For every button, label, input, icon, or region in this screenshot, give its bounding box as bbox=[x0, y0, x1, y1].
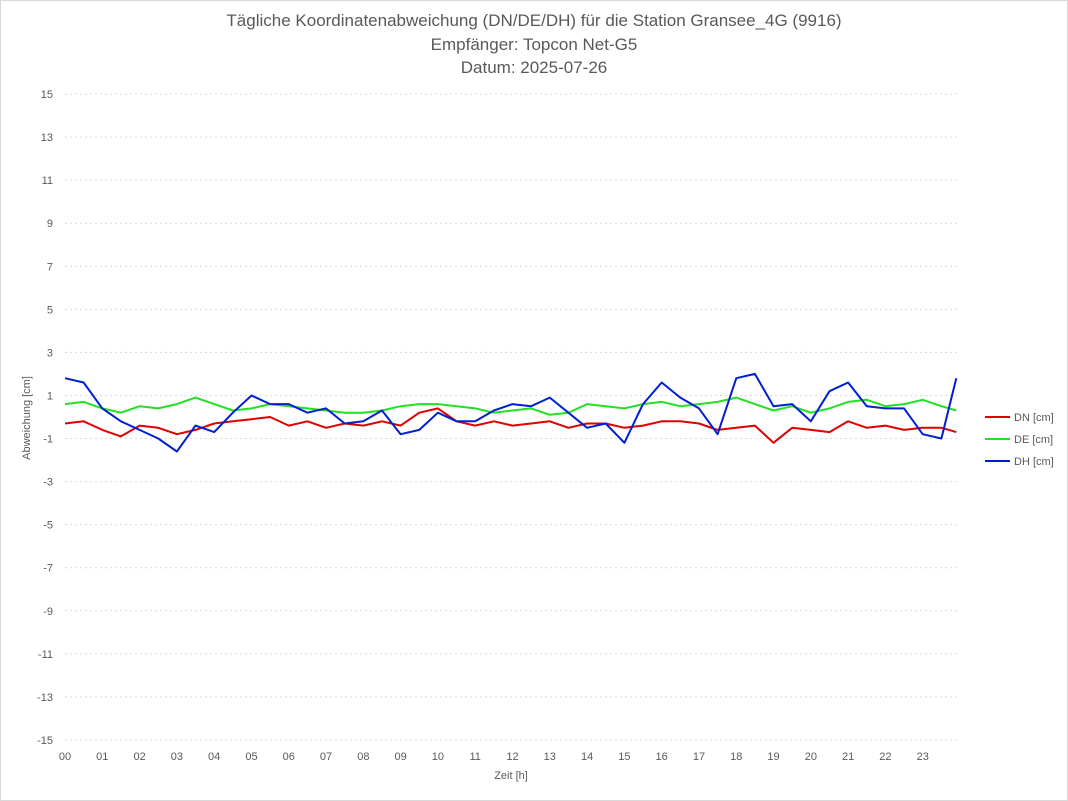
x-tick-label: 19 bbox=[767, 751, 779, 763]
y-tick-label: 5 bbox=[47, 304, 53, 316]
y-tick-label: 15 bbox=[41, 89, 53, 101]
x-axis-title: Zeit [h] bbox=[494, 770, 528, 782]
y-tick-label: 3 bbox=[47, 347, 53, 359]
x-tick-label: 08 bbox=[357, 751, 369, 763]
y-tick-label: -15 bbox=[37, 735, 53, 747]
x-tick-label: 11 bbox=[469, 751, 480, 763]
series-lines bbox=[64, 372, 958, 453]
y-tick-label: -5 bbox=[43, 520, 53, 532]
y-tick-label: -13 bbox=[37, 692, 53, 704]
x-tick-label: 21 bbox=[842, 751, 854, 763]
x-tick-label: 06 bbox=[283, 751, 295, 763]
x-tick-label: 02 bbox=[133, 751, 145, 763]
y-tick-label: 7 bbox=[47, 261, 53, 273]
x-tick-label: 10 bbox=[432, 751, 444, 763]
x-tick-label: 07 bbox=[320, 751, 332, 763]
y-tick-label: -1 bbox=[43, 434, 53, 446]
y-tick-label: 13 bbox=[41, 132, 53, 144]
x-axis-ticks: 00 01 02 03 04 05 06 07 08 09 10 11 12 13 14 15 16 17 18 19… bbox=[59, 751, 929, 763]
chart-subtitle-receiver: Empfänger: Topcon Net-G5 bbox=[430, 35, 638, 54]
y-tick-label: 11 bbox=[42, 175, 53, 187]
legend: DN [cm] DE [cm] DH [cm] bbox=[985, 412, 1054, 468]
series-line-dn bbox=[64, 407, 957, 444]
x-tick-label: 00 bbox=[59, 751, 71, 763]
x-tick-label: 14 bbox=[581, 751, 593, 763]
legend-label-dh: DH [cm] bbox=[1014, 456, 1054, 468]
y-tick-label: -7 bbox=[43, 563, 53, 575]
x-tick-label: 18 bbox=[730, 751, 742, 763]
series-line-dh bbox=[64, 372, 958, 453]
legend-label-dn: DN [cm] bbox=[1014, 412, 1054, 424]
x-tick-label: 05 bbox=[245, 751, 257, 763]
legend-label-de: DE [cm] bbox=[1014, 434, 1053, 446]
y-axis-title: Abweichung [cm] bbox=[21, 376, 33, 460]
x-tick-label: 20 bbox=[805, 751, 817, 763]
x-tick-label: 17 bbox=[693, 751, 705, 763]
grid-lines bbox=[65, 93, 960, 741]
y-tick-label: -11 bbox=[38, 649, 53, 661]
y-tick-label: 1 bbox=[47, 390, 53, 402]
x-tick-label: 16 bbox=[656, 751, 668, 763]
x-tick-label: 03 bbox=[171, 751, 183, 763]
x-tick-label: 01 bbox=[96, 751, 108, 763]
y-tick-label: -3 bbox=[43, 477, 53, 489]
x-tick-label: 04 bbox=[208, 751, 220, 763]
x-tick-label: 13 bbox=[544, 751, 556, 763]
series-line-de bbox=[64, 396, 957, 416]
y-tick-label: -9 bbox=[43, 606, 53, 618]
chart-title: Tägliche Koordinatenabweichung (DN/DE/DH… bbox=[226, 11, 842, 30]
y-tick-label: 9 bbox=[47, 218, 53, 230]
x-tick-label: 15 bbox=[618, 751, 630, 763]
x-tick-label: 23 bbox=[917, 751, 929, 763]
chart-subtitle-date: Datum: 2025-07-26 bbox=[460, 58, 608, 77]
y-axis-ticks: 15 13 11 9 7 5 3 1 -1 -3 -5 -7 -9 -11 -13 -15 bbox=[37, 89, 53, 747]
x-tick-label: 12 bbox=[506, 751, 518, 763]
x-tick-label: 09 bbox=[395, 751, 407, 763]
x-tick-label: 22 bbox=[879, 751, 891, 763]
